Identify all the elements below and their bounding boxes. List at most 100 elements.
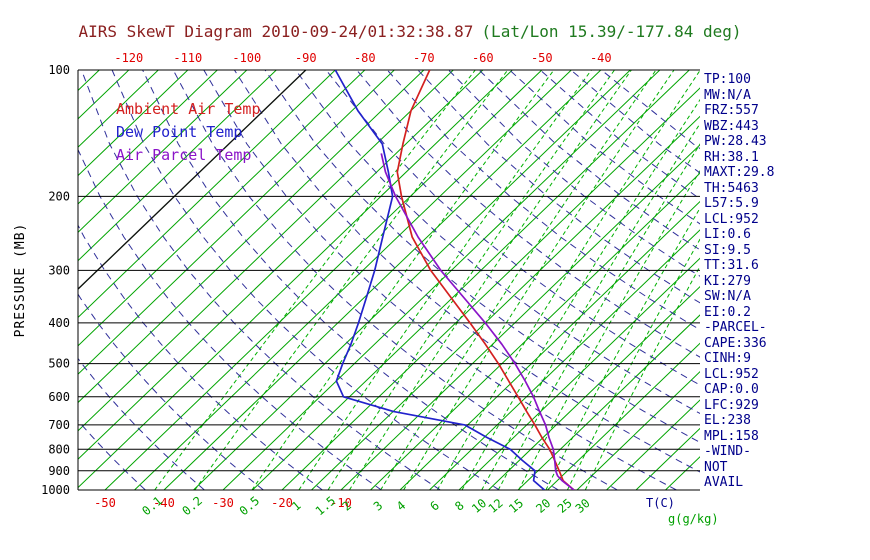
- isotherm-line: [547, 342, 700, 490]
- dry-adiabat-line: [386, 70, 700, 331]
- top-temp-tick-label: -110: [173, 51, 202, 65]
- stat-line: SW:N/A: [704, 289, 751, 304]
- stat-line: MAXT:29.8: [704, 165, 775, 180]
- mixing-ratio-tick-label: 25: [555, 496, 575, 516]
- mixing-ratio-tick-label: 8: [452, 498, 467, 513]
- stat-line: MW:N/A: [704, 87, 751, 103]
- bottom-temp-tick-label: -40: [153, 496, 175, 510]
- isotherm-line: [78, 70, 484, 460]
- mixing-ratio-tick-label: 12: [486, 496, 506, 516]
- mixing-ratio-tick-label: 30: [573, 496, 593, 516]
- mixing-ratio-line: [584, 265, 700, 490]
- isotherm-line: [78, 70, 189, 177]
- dew-point-temp-curve: [334, 70, 546, 490]
- skewt-grid: [78, 70, 700, 490]
- bottom-temp-tick-label: -30: [212, 496, 234, 510]
- isotherm-line: [340, 144, 700, 490]
- isotherm-line: [252, 70, 690, 490]
- stat-line: LI:0.6: [704, 227, 751, 242]
- mixing-ratio-line: [251, 70, 555, 490]
- isotherm-line: [78, 70, 218, 205]
- stat-line: -PARCEL-: [704, 320, 767, 335]
- mixing-ratio-line: [436, 70, 700, 490]
- pressure-tick-label: 200: [48, 189, 70, 203]
- isotherm-line: [78, 70, 395, 375]
- plot-legend: Ambient Air Temp Dew Point Temp Air Parc…: [116, 98, 261, 167]
- pressure-tick-label: 600: [48, 390, 70, 404]
- top-temp-tick-label: -70: [413, 51, 435, 65]
- dry-adiabat-line: [78, 293, 264, 490]
- mixing-ratio-line: [481, 122, 700, 490]
- stat-line: EL:238: [704, 413, 751, 428]
- pressure-tick-label: 500: [48, 357, 70, 371]
- mixing-ratio-line: [298, 70, 592, 490]
- top-temp-tick-label: -80: [354, 51, 376, 65]
- dry-adiabat-line: [142, 70, 559, 490]
- dry-adiabat-line: [78, 419, 146, 490]
- legend-dew-point-temp: Dew Point Temp: [116, 123, 243, 141]
- isotherm-line: [429, 229, 700, 490]
- pressure-tick-label: 700: [48, 418, 70, 432]
- isotherm-line: [78, 70, 248, 234]
- highlight-isotherm-line: [78, 70, 307, 290]
- dry-adiabat-line: [78, 224, 323, 490]
- pressure-tick-label: 900: [48, 464, 70, 478]
- stat-line: SI:9.5: [704, 242, 751, 258]
- top-temp-tick-label: -100: [232, 51, 261, 65]
- dry-adiabat-line: [325, 70, 700, 386]
- isotherm-line: [576, 371, 700, 490]
- stat-line: -WIND-: [704, 444, 751, 459]
- top-temp-tick-label: -40: [590, 51, 612, 65]
- isotherm-line: [78, 70, 425, 404]
- stat-line: FRZ:557: [704, 103, 759, 118]
- stat-line: LFC:929: [704, 397, 759, 413]
- mixing-ratio-tick-label: 4: [394, 498, 409, 513]
- pressure-tick-label: 100: [48, 63, 70, 77]
- dry-adiabat-line: [81, 70, 441, 490]
- stat-line: CINH:9: [704, 351, 751, 366]
- mixing-ratio-line: [154, 70, 476, 490]
- stat-line: AVAIL: [704, 475, 744, 490]
- mixing-ratio-tick-label: 0.2: [179, 494, 205, 519]
- mixing-ratio-tick-label: 6: [427, 498, 442, 513]
- pressure-tick-label: 800: [48, 442, 70, 456]
- chart-title-main: AIRS SkewT Diagram 2010-09-24/01:32:38.8…: [78, 22, 474, 41]
- mixing-ratio-tick-label: 3: [371, 498, 386, 513]
- dry-adiabat-line: [78, 148, 382, 490]
- isotherm-line: [78, 70, 277, 262]
- stat-line: WBZ:443: [704, 118, 759, 134]
- isotherm-line: [78, 70, 159, 148]
- stat-line: CAP:0.0: [704, 382, 759, 397]
- mixing-ratio-line: [566, 238, 700, 490]
- bottom-temp-tick-label: -10: [330, 496, 352, 510]
- isotherm-line: [311, 115, 700, 490]
- mixing-ratio-tick-label: 15: [506, 496, 526, 516]
- legend-air-parcel-temp: Air Parcel Temp: [116, 146, 252, 164]
- top-temp-tick-label: -60: [472, 51, 494, 65]
- mixing-ratio-tick-label: 20: [533, 496, 553, 516]
- mixing-unit-label: g(g/kg): [668, 512, 719, 526]
- isotherm-line: [193, 70, 631, 490]
- isotherm-line: [606, 399, 700, 490]
- dry-adiabat-line: [448, 70, 700, 277]
- chart-title: AIRS SkewT Diagram 2010-09-24/01:32:38.8…: [45, 22, 775, 41]
- isotherm-line: [488, 285, 700, 490]
- dry-adiabat-line: [172, 70, 618, 490]
- pressure-axis-label: PRESSURE (MB): [13, 223, 28, 338]
- stat-line: TT:31.6: [704, 258, 759, 273]
- mixing-ratio-line: [497, 143, 700, 490]
- stat-line: NOT: [704, 459, 728, 475]
- mixing-ratio-line: [461, 98, 700, 490]
- top-temp-tick-label: -50: [531, 51, 553, 65]
- stat-line: LCL:952: [704, 211, 759, 227]
- chart-title-latlon: (Lat/Lon 15.39/-177.84 deg): [481, 22, 742, 41]
- stat-line: L57:5.9: [704, 196, 759, 211]
- dry-adiabat-line: [356, 70, 700, 358]
- stat-line: RH:38.1: [704, 149, 759, 165]
- bottom-temp-tick-label: -20: [271, 496, 293, 510]
- top-temp-tick-label: -90: [295, 51, 317, 65]
- isotherm-line: [78, 70, 366, 347]
- mixing-ratio-line: [348, 70, 632, 490]
- temp-unit-label: T(C): [646, 496, 675, 510]
